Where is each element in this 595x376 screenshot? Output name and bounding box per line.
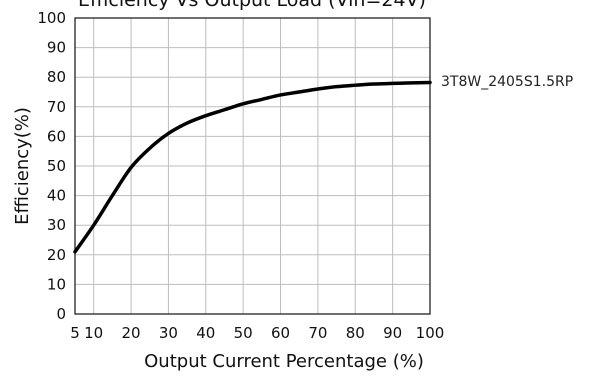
y-tick-label: 80 — [47, 68, 66, 86]
y-tick-label: 20 — [47, 246, 66, 264]
y-tick-labels: 0 10 20 30 40 50 60 70 80 90 100 — [37, 9, 66, 323]
y-tick-label: 50 — [47, 157, 66, 175]
y-tick-label: 70 — [47, 98, 66, 116]
y-tick-label: 30 — [47, 216, 66, 234]
x-tick-labels: 5 10 20 30 40 50 60 70 80 90 100 — [70, 324, 444, 342]
chart-title: Efficiency Vs Output Load (Vin=24V) — [78, 0, 426, 11]
series-label: 3T8W_2405S1.5RP — [441, 74, 573, 90]
series-line — [73, 80, 432, 254]
x-tick-label: 80 — [346, 324, 365, 342]
x-axis-label: Output Current Percentage (%) — [144, 351, 424, 372]
x-tick-label: 100 — [416, 324, 445, 342]
y-tick-label: 100 — [37, 9, 66, 27]
grid — [74, 17, 431, 315]
y-tick-label: 40 — [47, 187, 66, 205]
x-tick-label: 30 — [159, 324, 178, 342]
x-tick-label: 70 — [308, 324, 327, 342]
x-tick-label: 50 — [234, 324, 253, 342]
y-tick-label: 90 — [47, 39, 66, 57]
y-tick-label: 60 — [47, 127, 66, 145]
y-tick-label: 0 — [56, 305, 66, 323]
x-tick-label: 90 — [383, 324, 402, 342]
x-tick-label: 10 — [84, 324, 103, 342]
x-tick-label: 20 — [122, 324, 141, 342]
y-tick-label: 10 — [47, 275, 66, 293]
x-tick-label: 40 — [196, 324, 215, 342]
y-axis-label: Efficiency(%) — [12, 107, 33, 225]
plot-frame — [74, 17, 431, 315]
x-tick-label: 60 — [271, 324, 290, 342]
x-tick-label: 5 — [70, 324, 80, 342]
